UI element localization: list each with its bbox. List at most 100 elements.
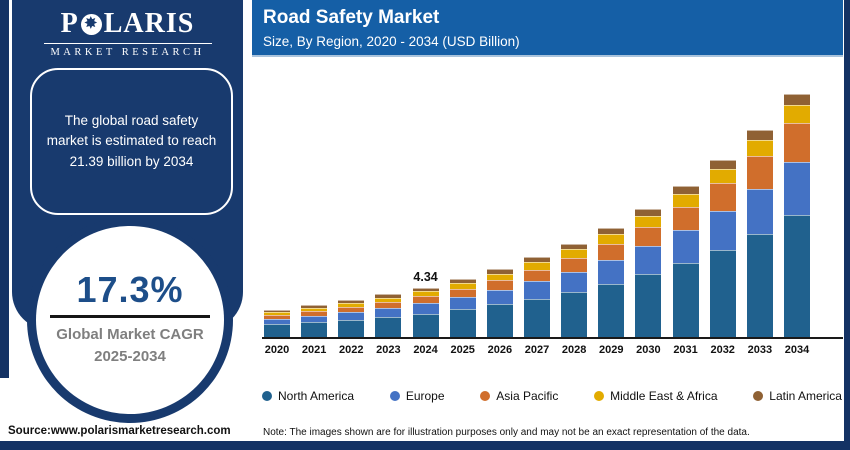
bar-segment-2022-latin-america bbox=[338, 300, 365, 303]
right-accent-bar bbox=[844, 0, 850, 441]
bar-segment-2026-middle-east-africa bbox=[486, 273, 513, 280]
x-tick-2026: 2026 bbox=[487, 344, 513, 356]
bar-segment-2020-north-america bbox=[264, 324, 290, 337]
bar-segment-2029-latin-america bbox=[598, 227, 625, 234]
bar-segment-2031-north-america bbox=[672, 262, 699, 337]
bar-segment-2023-asia-pacific bbox=[375, 301, 402, 308]
bar-segment-2033-middle-east-africa bbox=[746, 139, 773, 156]
x-tick-2031: 2031 bbox=[673, 344, 698, 356]
polaris-logo: P ✸ LARIS MARKET RESEARCH bbox=[12, 8, 243, 58]
bar-2029 bbox=[598, 227, 625, 337]
x-tick-2024: 2024 bbox=[413, 344, 438, 356]
bar-2022 bbox=[338, 300, 365, 337]
stacked-bar-chart: 4.34 bbox=[262, 94, 842, 337]
chart-legend: North America Europe Asia Pacific Middle Ea… bbox=[262, 389, 842, 403]
bar-segment-2029-europe bbox=[598, 260, 625, 284]
x-tick-2034: 2034 bbox=[784, 344, 810, 356]
x-tick-2033: 2033 bbox=[747, 344, 773, 356]
bar-segment-2021-asia-pacific bbox=[301, 311, 328, 316]
bar-segment-2024-north-america bbox=[412, 313, 439, 337]
bar-segment-2033-europe bbox=[746, 188, 773, 234]
legend-label: Europe bbox=[405, 389, 445, 403]
logo-divider bbox=[43, 43, 212, 44]
page-title: Road Safety Market bbox=[263, 7, 440, 28]
bar-2032 bbox=[709, 160, 736, 337]
bar-segment-2031-latin-america bbox=[672, 186, 699, 195]
bar-2026 bbox=[486, 269, 513, 337]
bar-segment-2033-north-america bbox=[746, 233, 773, 337]
bar-segment-2026-north-america bbox=[486, 304, 513, 337]
legend-dot-icon bbox=[594, 391, 605, 401]
legend-dot-icon bbox=[262, 391, 272, 401]
x-tick-2030: 2030 bbox=[636, 344, 661, 356]
bar-segment-2020-latin-america bbox=[264, 309, 290, 313]
legend-label: Asia Pacific bbox=[496, 389, 559, 403]
page-subtitle: Size, By Region, 2020 - 2034 (USD Billio… bbox=[263, 33, 520, 49]
bar-segment-2031-middle-east-africa bbox=[672, 194, 699, 207]
x-tick-2025: 2025 bbox=[450, 344, 475, 356]
bar-segment-2033-asia-pacific bbox=[746, 155, 773, 189]
bar-segment-2029-asia-pacific bbox=[598, 243, 625, 261]
bar-segment-2026-latin-america bbox=[486, 269, 513, 274]
bar-segment-2030-asia-pacific bbox=[635, 226, 662, 247]
market-estimate-callout: The global road safety market is estimat… bbox=[30, 68, 233, 215]
bar-segment-2023-middle-east-africa bbox=[375, 297, 402, 302]
x-tick-2021: 2021 bbox=[301, 344, 327, 356]
bar-segment-2027-latin-america bbox=[524, 257, 550, 263]
bar-segment-2027-middle-east-africa bbox=[524, 262, 550, 270]
bar-segment-2032-latin-america bbox=[709, 160, 736, 170]
bar-2027 bbox=[524, 257, 550, 337]
cagr-label-line2: 2025-2034 bbox=[94, 348, 166, 365]
x-tick-2022: 2022 bbox=[339, 344, 364, 356]
legend-item-europe: Europe bbox=[389, 389, 445, 403]
bar-segment-2028-north-america bbox=[561, 291, 588, 337]
chart-header: Road Safety Market Size, By Region, 2020… bbox=[252, 0, 843, 57]
legend-item-latin-america: Latin America bbox=[753, 389, 842, 403]
note-text: Note: The images shown are for illustrat… bbox=[263, 427, 750, 438]
bar-segment-2028-europe bbox=[561, 271, 588, 292]
bar-2021 bbox=[301, 305, 328, 337]
bar-segment-2028-latin-america bbox=[561, 243, 588, 250]
data-label-2024: 4.34 bbox=[413, 269, 438, 284]
bar-2023 bbox=[375, 294, 402, 337]
bar-segment-2029-north-america bbox=[598, 283, 625, 337]
bar-segment-2030-latin-america bbox=[635, 208, 662, 216]
bar-segment-2028-asia-pacific bbox=[561, 257, 588, 272]
legend-label: North America bbox=[278, 389, 355, 403]
bar-segment-2023-north-america bbox=[375, 316, 402, 337]
legend-label: Latin America bbox=[769, 389, 842, 403]
legend-item-asia-pacific: Asia Pacific bbox=[480, 389, 558, 403]
bar-2031 bbox=[672, 186, 699, 337]
bar-segment-2021-middle-east-africa bbox=[301, 307, 328, 312]
bar-segment-2032-asia-pacific bbox=[709, 183, 736, 212]
cagr-divider-line bbox=[50, 315, 210, 319]
bar-segment-2027-europe bbox=[524, 281, 550, 299]
bar-segment-2021-north-america bbox=[301, 322, 328, 337]
bar-segment-2030-north-america bbox=[635, 274, 662, 337]
polaris-star-icon: ✸ bbox=[80, 13, 102, 35]
x-tick-2029: 2029 bbox=[599, 344, 624, 356]
bar-segment-2024-latin-america bbox=[412, 287, 439, 292]
bar-segment-2034-latin-america bbox=[784, 94, 810, 105]
bar-segment-2025-asia-pacific bbox=[449, 288, 476, 298]
bar-segment-2030-middle-east-africa bbox=[635, 215, 662, 227]
bar-segment-2031-asia-pacific bbox=[672, 206, 699, 230]
cagr-badge: 17.3% Global Market CAGR 2025-2034 bbox=[36, 226, 224, 414]
bar-2030 bbox=[635, 208, 662, 337]
bar-segment-2025-europe bbox=[449, 297, 476, 310]
bar-segment-2025-latin-america bbox=[449, 279, 476, 284]
bar-segment-2022-middle-east-africa bbox=[338, 302, 365, 307]
bar-segment-2020-europe bbox=[264, 318, 290, 325]
x-tick-2020: 2020 bbox=[264, 344, 290, 356]
bar-segment-2034-north-america bbox=[784, 215, 810, 337]
legend-label: Middle East & Africa bbox=[610, 389, 718, 403]
market-estimate-text: The global road safety market is estimat… bbox=[46, 113, 217, 169]
bar-segment-2024-europe bbox=[412, 303, 439, 314]
bar-segment-2025-middle-east-africa bbox=[449, 283, 476, 289]
bar-segment-2022-north-america bbox=[338, 319, 365, 337]
bar-segment-2034-europe bbox=[784, 161, 810, 216]
bar-2024 bbox=[412, 287, 439, 337]
x-tick-2028: 2028 bbox=[561, 344, 587, 356]
bar-2020 bbox=[264, 309, 290, 337]
